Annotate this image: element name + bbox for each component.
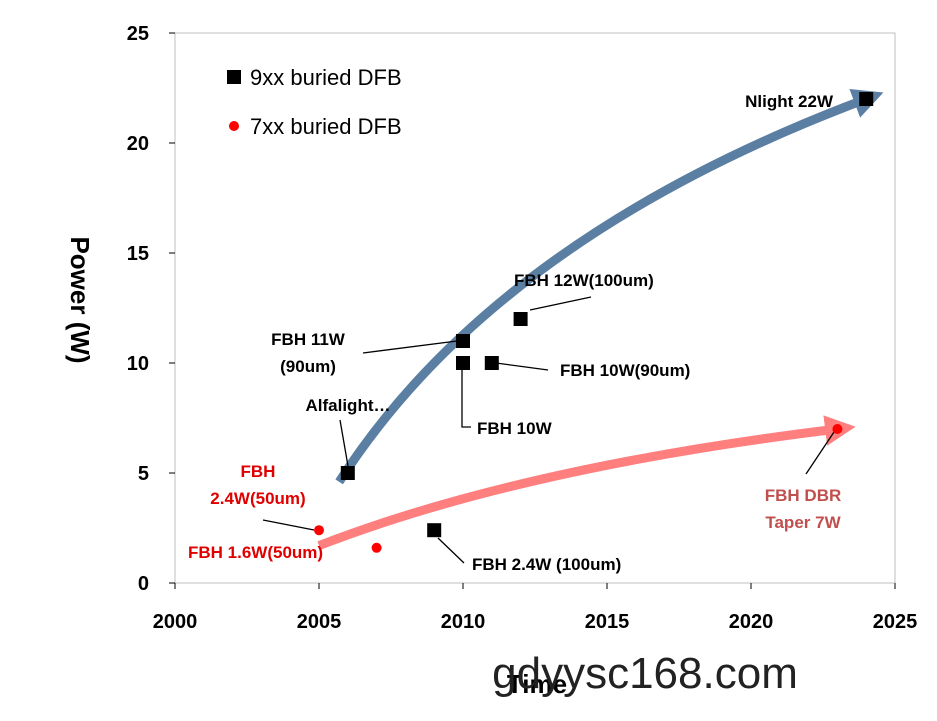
- annotation-leader-line: [362, 340, 458, 354]
- annotation-label: FBH DBR: [765, 486, 842, 505]
- annotation-leader-line: [495, 362, 549, 371]
- annotation-label: FBH 2.4W (100um): [472, 555, 621, 574]
- plot-area: [174, 32, 896, 584]
- x-axis-title: Time: [507, 669, 567, 699]
- watermark: gdyysc168.com: [492, 649, 798, 698]
- annotation-leader-line: [437, 537, 465, 564]
- y-tick-label: 5: [138, 463, 149, 485]
- data-point-circle: [371, 542, 382, 553]
- x-tick-label: 2020: [729, 611, 774, 633]
- x-tick-label: 2015: [585, 611, 630, 633]
- annotation-label: Nlight 22W: [745, 92, 834, 111]
- x-tick-label: 2000: [153, 611, 198, 633]
- y-tick-label: 15: [127, 243, 149, 265]
- legend-marker-square: [227, 70, 241, 84]
- x-tick-label: 2010: [441, 611, 486, 633]
- data-point-square: [456, 334, 470, 348]
- trend-arrow-pink: [317, 415, 856, 550]
- annotation-leader-line: [529, 296, 592, 311]
- legend-label: 7xx buried DFB: [250, 114, 402, 139]
- data-point-square: [456, 356, 470, 370]
- data-point-circle: [832, 424, 843, 434]
- annotation-label: (90um): [280, 357, 336, 376]
- data-point-circle: [314, 525, 324, 536]
- x-tick-label: 2025: [873, 611, 918, 633]
- annotation-label: FBH 1.6W(50um): [188, 543, 323, 562]
- annotation-label: FBH 10W(90um): [560, 361, 690, 380]
- legend-label: 9xx buried DFB: [250, 65, 402, 90]
- data-point-square: [484, 356, 499, 370]
- x-tick-label: 2005: [297, 611, 342, 633]
- y-tick-label: 20: [127, 133, 149, 155]
- y-axis-title: Power (W): [65, 236, 95, 363]
- y-tick-label: 0: [138, 573, 149, 595]
- annotation-leader-line: [461, 370, 471, 428]
- data-point-square: [859, 92, 874, 106]
- trend-arrow-blue: [335, 88, 884, 485]
- y-tick-label: 10: [127, 353, 149, 375]
- annotation-label: FBH: [241, 462, 276, 481]
- annotation-label: FBH 11W: [271, 330, 346, 349]
- data-point-square: [340, 466, 355, 480]
- data-point-square: [513, 312, 528, 326]
- annotation-label: Alfalight…: [306, 396, 391, 415]
- legend-marker-circle: [229, 121, 239, 131]
- annotation-leader-line: [262, 519, 315, 531]
- annotation-label: 2.4W(50um): [210, 489, 305, 508]
- annotation-label: FBH 12W(100um): [514, 271, 654, 290]
- y-tick-label: 25: [127, 23, 149, 45]
- annotation-label: Taper 7W: [765, 513, 841, 532]
- data-point-square: [427, 523, 442, 538]
- annotation-leader-line: [339, 419, 349, 467]
- annotation-leader-line: [805, 431, 835, 475]
- annotation-label: FBH 10W: [477, 419, 553, 438]
